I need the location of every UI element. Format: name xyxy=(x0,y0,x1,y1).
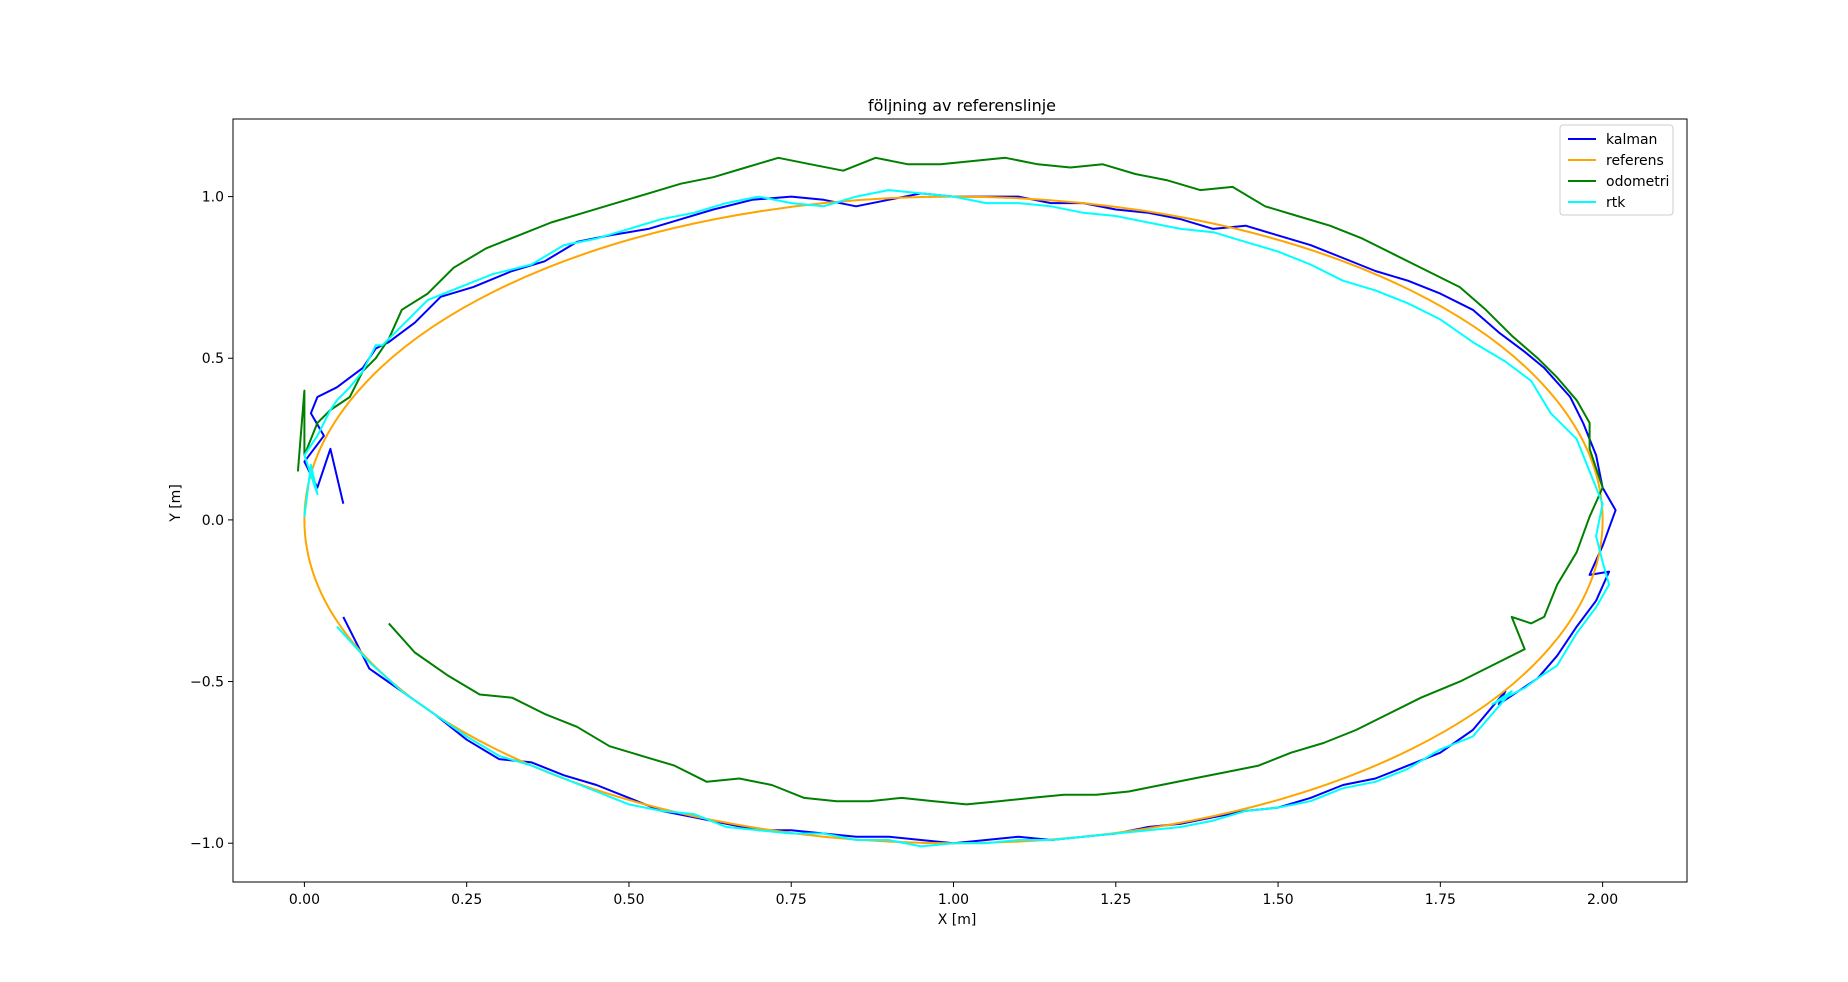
legend-label-odometri: odometri xyxy=(1606,174,1669,190)
x-tick-label: 0.75 xyxy=(776,892,807,908)
y-tick-label: 0.0 xyxy=(202,513,224,529)
legend-box xyxy=(1559,124,1674,216)
legend-label-referens: referens xyxy=(1606,153,1664,169)
y-tick-label: 0.5 xyxy=(202,351,224,367)
legend: kalman referens odometri rtk xyxy=(1559,124,1674,216)
x-tick-label: 0.00 xyxy=(289,892,320,908)
plot-series-group xyxy=(296,156,1617,848)
x-tick-label: 0.25 xyxy=(451,892,482,908)
x-axis: 0.00 0.25 0.50 0.75 1.00 1.25 1.50 1.75 2.00 xyxy=(289,882,1618,908)
x-tick-label: 2.00 xyxy=(1587,892,1618,908)
plot-frame xyxy=(232,118,1688,883)
y-axis-label: Y [m] xyxy=(168,484,184,523)
legend-label-rtk: rtk xyxy=(1606,195,1626,211)
y-axis: −1.0 −0.5 0.0 0.5 1.0 xyxy=(190,190,233,852)
y-tick-label: −1.0 xyxy=(190,836,224,852)
series-line-rtk xyxy=(303,189,1611,848)
x-tick-label: 1.25 xyxy=(1100,892,1131,908)
legend-label-kalman: kalman xyxy=(1606,132,1657,148)
y-tick-label: 1.0 xyxy=(202,190,224,206)
x-tick-label: 1.00 xyxy=(938,892,969,908)
x-tick-label: 1.75 xyxy=(1425,892,1456,908)
series-line-odometri xyxy=(296,156,1604,806)
x-tick-label: 0.50 xyxy=(613,892,644,908)
x-axis-label: X [m] xyxy=(938,912,977,928)
x-tick-label: 1.50 xyxy=(1262,892,1293,908)
chart-title: följning av referenslinje xyxy=(868,96,1056,115)
y-tick-label: −0.5 xyxy=(190,675,224,691)
